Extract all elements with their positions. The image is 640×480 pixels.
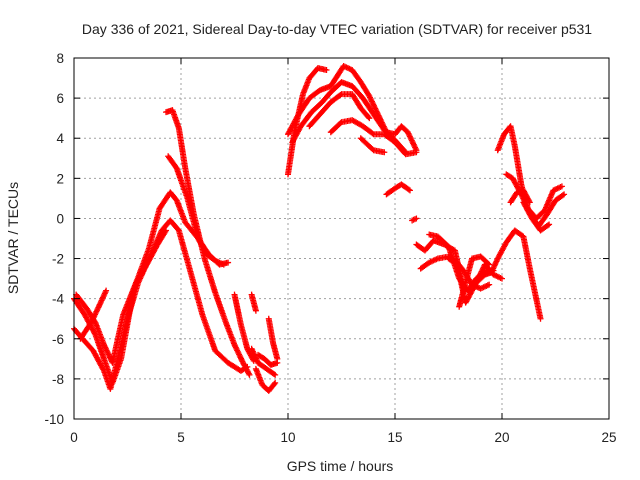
series-arc-8 [248, 345, 279, 378]
data-point [406, 187, 413, 194]
x-tick-label: 5 [177, 430, 185, 445]
data-point [323, 67, 330, 74]
data-point [485, 260, 492, 267]
y-tick-label: -8 [52, 372, 64, 387]
x-tick-label: 10 [280, 430, 295, 445]
data-point [220, 261, 227, 268]
data-point [561, 191, 568, 198]
series-arc-10 [255, 351, 281, 368]
y-tick-label: 2 [56, 171, 64, 186]
data-point [537, 315, 544, 322]
series-arc-12 [265, 315, 281, 362]
series-arc-20 [409, 215, 420, 224]
series-arc-4 [77, 287, 110, 342]
plot-frame [73, 57, 610, 420]
y-tick-label: -10 [44, 412, 64, 427]
series-arc-28 [507, 187, 533, 206]
data-point [272, 371, 279, 378]
series-arc-6 [165, 153, 227, 268]
y-tick-label: 6 [56, 91, 64, 106]
series-arc-18 [357, 135, 388, 156]
x-tick-label: 20 [494, 430, 509, 445]
axis-ticks: 0 5 10 15 20 25 -10 -8 -6 -4 -2 0 2 4 6 8 [44, 51, 616, 445]
series-arc-9 [252, 365, 279, 394]
data-point [271, 381, 278, 388]
data-point [337, 91, 344, 98]
data-point [486, 281, 493, 288]
data-point [252, 307, 259, 314]
data-point [526, 198, 533, 205]
data-point [365, 114, 372, 121]
y-tick-label: 8 [56, 51, 64, 66]
x-axis-label: GPS time / hours [287, 458, 394, 474]
data-point [272, 379, 279, 386]
data-point [486, 261, 493, 268]
series-arc-5 [163, 107, 253, 378]
x-tick-label: 25 [601, 430, 616, 445]
data-point [526, 199, 533, 206]
data-point [270, 371, 277, 378]
data-point [546, 221, 553, 228]
data-point [413, 149, 420, 156]
data-point [103, 287, 110, 294]
series-arc-25 [456, 253, 493, 310]
y-axis-label: SDTVAR / TECUs [5, 182, 21, 294]
series-arc-16 [306, 91, 373, 130]
data-point [245, 370, 252, 377]
data-point [225, 259, 232, 266]
data-point [274, 355, 281, 362]
data-point [413, 215, 420, 222]
data-point [381, 149, 388, 156]
data-point [366, 115, 373, 122]
data-point [369, 130, 376, 137]
data-point [246, 371, 253, 378]
y-tick-label: -2 [52, 252, 64, 267]
data-points [71, 63, 568, 394]
series-arc-29 [520, 199, 553, 234]
data-point [559, 192, 566, 199]
y-tick-label: -4 [52, 292, 64, 307]
x-tick-label: 0 [70, 430, 78, 445]
data-point [162, 228, 169, 235]
data-point [544, 222, 551, 229]
data-point [405, 186, 412, 193]
data-point [163, 227, 170, 234]
series-arc-11 [248, 291, 259, 314]
data-point [100, 366, 107, 373]
y-tick-label: 4 [56, 131, 64, 146]
chart-title: Day 336 of 2021, Sidereal Day-to-day VTE… [82, 21, 592, 37]
x-tick-label: 15 [387, 430, 402, 445]
series-arc-7 [231, 291, 257, 364]
data-point [558, 183, 565, 190]
series-arc-17 [327, 117, 420, 158]
y-tick-label: -6 [52, 332, 64, 347]
y-tick-label: 0 [56, 211, 64, 226]
series-arc-19 [383, 181, 413, 198]
data-point [499, 275, 505, 282]
